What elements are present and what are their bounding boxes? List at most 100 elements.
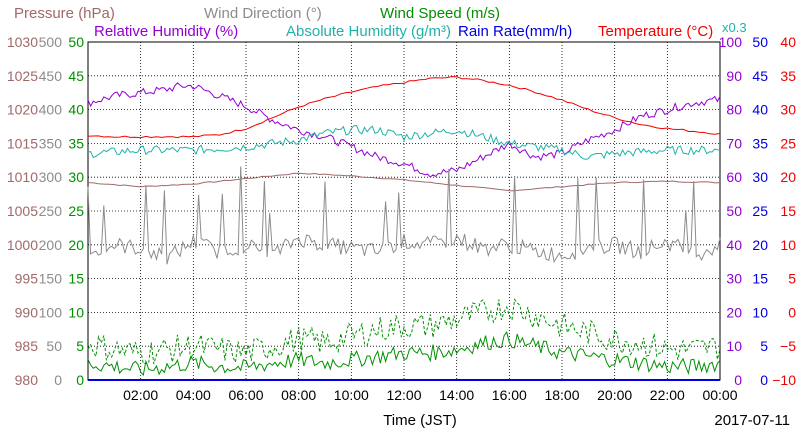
legend-abs-humidity: Absolute Humidity (g/m³): [286, 23, 451, 40]
x-tick-label: 16:00: [492, 387, 527, 403]
temperature-tick: 25: [780, 135, 796, 151]
pressure-tick: 995: [15, 271, 39, 287]
temperature-tick: 30: [780, 102, 796, 118]
legend-rain: Rain Rate(mm/h): [458, 23, 572, 40]
x-tick-label: 22:00: [650, 387, 685, 403]
humidity-tick: 0: [734, 372, 742, 388]
pressure-tick: 990: [15, 304, 39, 320]
legend-wind-direction: Wind Direction (°): [204, 5, 322, 22]
humidity-tick: 70: [726, 135, 742, 151]
pressure-tick: 1000: [7, 237, 38, 253]
rain-tick: 5: [760, 338, 768, 354]
pressure-tick: 985: [15, 338, 39, 354]
wind-speed-tick: 30: [68, 169, 84, 185]
rain-tick: 15: [752, 271, 768, 287]
legend-temperature: Temperature (°C): [598, 23, 713, 40]
series-wind-speed-avg: [87, 330, 721, 377]
x-tick-label: 20:00: [597, 387, 632, 403]
temperature-tick: 40: [780, 34, 796, 50]
humidity-tick: 50: [726, 203, 742, 219]
pressure-tick: 1025: [7, 68, 38, 84]
wind-speed-tick: 20: [68, 237, 84, 253]
wind-speed-tick: 5: [76, 338, 84, 354]
humidity-tick: 60: [726, 169, 742, 185]
humidity-tick: 40: [726, 237, 742, 253]
x-axis-label: Time (JST): [383, 412, 457, 429]
wind-speed-tick: 45: [68, 68, 84, 84]
wind-speed-tick: 15: [68, 271, 84, 287]
wind-direction-tick: 300: [39, 169, 63, 185]
wind-speed-tick: 40: [68, 102, 84, 118]
grid-layer: [87, 41, 721, 381]
pressure-tick: 1030: [7, 34, 38, 50]
wind-direction-tick: 400: [39, 102, 63, 118]
pressure-tick: 1015: [7, 135, 38, 151]
rain-tick: 20: [752, 237, 768, 253]
wind-direction-tick: 0: [54, 372, 62, 388]
pressure-tick: 1020: [7, 102, 38, 118]
wind-speed-tick: 35: [68, 135, 84, 151]
wind-speed-tick: 50: [68, 34, 84, 50]
wind-direction-tick: 350: [39, 135, 63, 151]
x-tick-label: 08:00: [281, 387, 316, 403]
series-layer: [87, 76, 721, 381]
rain-tick: 10: [752, 304, 768, 320]
date-label: 2017-07-11: [714, 412, 790, 429]
temperature-tick: 0: [788, 304, 796, 320]
rain-tick: 50: [752, 34, 768, 50]
x-tick-label: 12:00: [386, 387, 421, 403]
wind-speed-tick: 0: [76, 372, 84, 388]
abs-humidity-scale-note: x0.3: [722, 20, 747, 35]
series-pressure: [87, 172, 721, 192]
series-wind-direction: [87, 166, 721, 265]
x-tick-label: 14:00: [439, 387, 474, 403]
wind-direction-tick: 50: [46, 338, 62, 354]
x-tick-label: 06:00: [228, 387, 263, 403]
x-tick-label: 00:00: [702, 387, 737, 403]
x-tick-label: 04:00: [176, 387, 211, 403]
humidity-tick: 90: [726, 68, 742, 84]
x-tick-label: 10:00: [334, 387, 369, 403]
wind-direction-tick: 450: [39, 68, 63, 84]
wind-direction-tick: 500: [39, 34, 63, 50]
x-tick-label: 18:00: [544, 387, 579, 403]
wind-speed-tick: 25: [68, 203, 84, 219]
rain-tick: 25: [752, 203, 768, 219]
rain-tick: 45: [752, 68, 768, 84]
humidity-tick: 20: [726, 304, 742, 320]
rain-tick: 35: [752, 135, 768, 151]
pressure-tick: 980: [15, 372, 39, 388]
axis-layer: 9809859909951000100510101015102010251030…: [7, 34, 796, 429]
legend-pressure: Pressure (hPa): [14, 5, 115, 22]
humidity-tick: 80: [726, 102, 742, 118]
series-abs-humidity: [87, 125, 721, 160]
pressure-tick: 1010: [7, 169, 38, 185]
wind-direction-tick: 250: [39, 203, 63, 219]
wind-direction-tick: 100: [39, 304, 63, 320]
humidity-tick: 30: [726, 271, 742, 287]
temperature-tick: −10: [772, 372, 796, 388]
pressure-tick: 1005: [7, 203, 38, 219]
legend-humidity: Relative Humidity (%): [94, 23, 238, 40]
legend-layer: Pressure (hPa) Wind Direction (°) Wind Spe…: [14, 5, 747, 40]
rain-tick: 30: [752, 169, 768, 185]
series-humidity: [87, 82, 721, 178]
temperature-tick: 20: [780, 169, 796, 185]
wind-direction-tick: 200: [39, 237, 63, 253]
temperature-tick: 5: [788, 271, 796, 287]
series-wind-speed-gust: [87, 298, 721, 365]
temperature-tick: 35: [780, 68, 796, 84]
wind-direction-tick: 150: [39, 271, 63, 287]
series-temperature: [87, 76, 721, 139]
x-tick-label: 02:00: [123, 387, 158, 403]
rain-tick: 40: [752, 102, 768, 118]
rain-tick: 0: [760, 372, 768, 388]
temperature-tick: 10: [780, 237, 796, 253]
temperature-tick: −5: [780, 338, 796, 354]
wind-speed-tick: 10: [68, 304, 84, 320]
humidity-tick: 10: [726, 338, 742, 354]
legend-wind-speed: Wind Speed (m/s): [380, 5, 500, 22]
temperature-tick: 15: [780, 203, 796, 219]
humidity-tick: 100: [719, 34, 743, 50]
